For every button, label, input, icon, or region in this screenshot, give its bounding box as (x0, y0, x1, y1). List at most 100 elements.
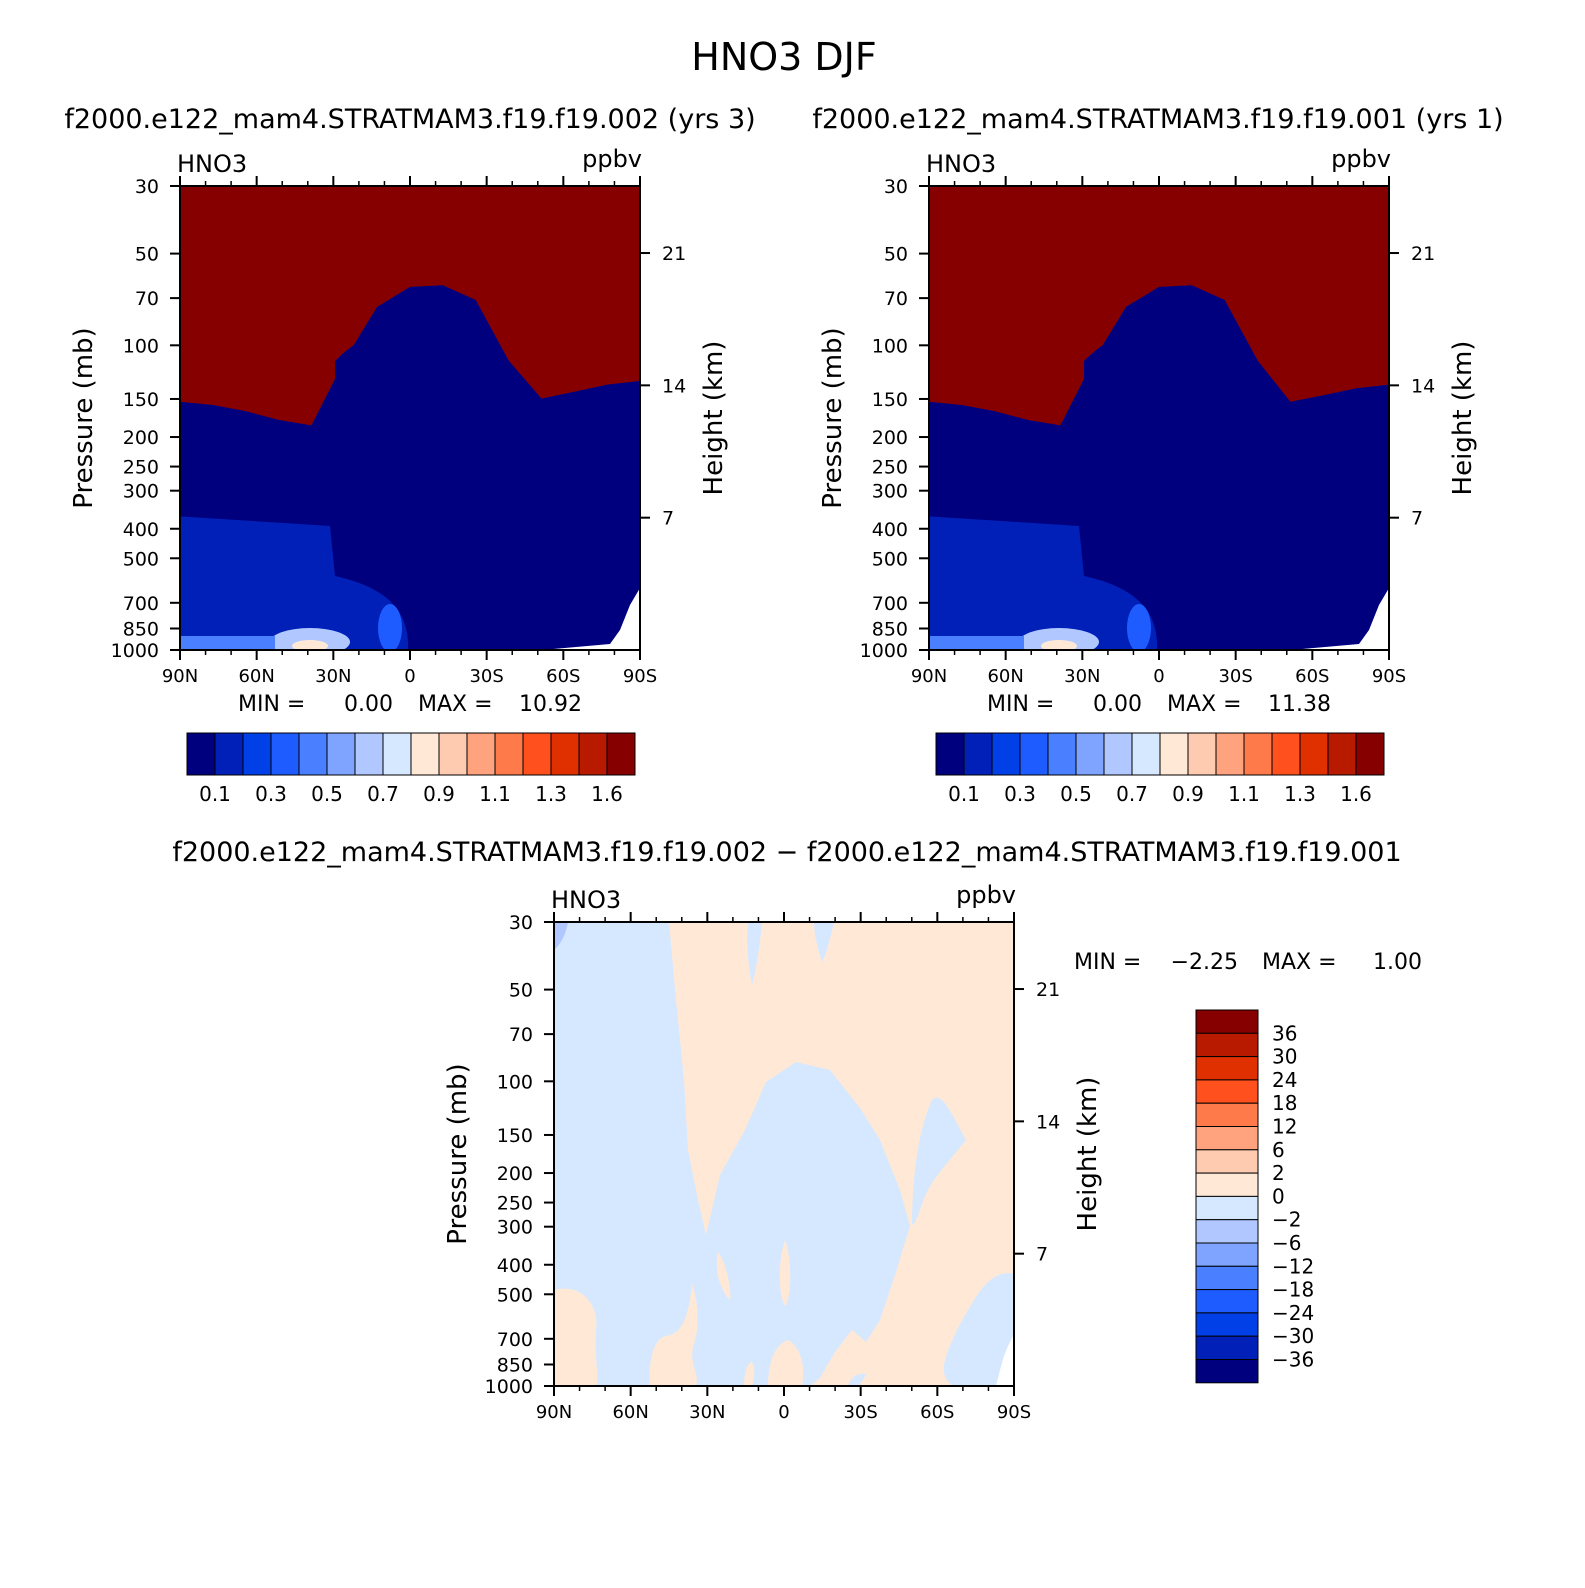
y-tick-label: 700 (872, 593, 908, 615)
colorbar-label: 24 (1272, 1068, 1297, 1092)
colorbar-box (1195, 1242, 1259, 1267)
colorbar-label: −12 (1272, 1254, 1314, 1278)
colorbar-box (1195, 1126, 1259, 1151)
y-tick-label: 400 (497, 1255, 533, 1277)
y-tick-label: 150 (497, 1125, 533, 1147)
colorbar-label: 0.3 (255, 782, 287, 806)
negative-region (912, 1097, 966, 1225)
colorbar-box (1355, 732, 1385, 776)
y-tick-label: 850 (872, 618, 908, 640)
y-axis-title: Pressure (mb) (69, 327, 99, 508)
contour-bands (929, 285, 1389, 650)
positive-region (744, 1362, 755, 1386)
colorbar-box (1195, 1195, 1259, 1221)
colorbar-box (606, 732, 636, 776)
max-label: MAX = (418, 692, 493, 717)
negative-region (943, 1273, 1014, 1386)
colorbar-label: 0 (1272, 1184, 1285, 1208)
y-tick-label: 30 (884, 176, 908, 198)
colorbar-label: 0.9 (423, 782, 455, 806)
x-tick-label: 90S (997, 1402, 1031, 1423)
colorbar-box (1195, 1265, 1259, 1291)
min-label: MIN = (1074, 950, 1141, 975)
y-tick-label: 250 (123, 457, 159, 479)
y2-tick-label: 7 (1036, 1244, 1048, 1266)
colorbar-box (1215, 732, 1245, 776)
y-tick-label: 300 (497, 1217, 533, 1239)
y2-tick-label: 21 (1036, 979, 1060, 1001)
y-tick-label: 500 (497, 1284, 533, 1306)
colorbar-label: 1.6 (591, 782, 623, 806)
y2-tick-label: 21 (1411, 243, 1435, 265)
colorbar-label: 0.1 (948, 782, 980, 806)
panel-title: f2000.e122_mam4.STRATMAM3.f19.f19.002 − … (172, 837, 1401, 868)
positive-region (716, 1252, 731, 1300)
colorbar-box (578, 732, 608, 776)
min-label: MIN = (238, 692, 305, 717)
x-tick-label: 90N (911, 666, 947, 687)
colorbar-box (270, 732, 300, 776)
y-tick-label: 250 (497, 1193, 533, 1215)
colorbar-label: −2 (1272, 1208, 1301, 1232)
y-tick-label: 500 (872, 548, 908, 570)
min-value: −2.25 (1171, 950, 1238, 975)
y-tick-label: 70 (509, 1024, 533, 1046)
variable-label: HNO3 (926, 150, 996, 178)
contour-bands (180, 285, 640, 650)
y-tick-label: 30 (509, 912, 533, 934)
y2-axis-title: Height (km) (1073, 1077, 1103, 1232)
x-tick-label: 30N (689, 1402, 725, 1423)
panel-model-002: f2000.e122_mam4.STRATMAM3.f19.f19.002 (y… (64, 104, 755, 806)
negative-region (747, 922, 762, 985)
x-tick-label: 90S (623, 666, 657, 687)
colorbar-label: 12 (1272, 1115, 1297, 1139)
x-tick-label: 30S (843, 1402, 877, 1423)
panel-model-001: f2000.e122_mam4.STRATMAM3.f19.f19.001 (y… (812, 104, 1503, 806)
colorbar-box (326, 732, 356, 776)
min-value: 0.00 (344, 692, 393, 717)
colorbar-box (1271, 732, 1301, 776)
y-tick-label: 200 (872, 427, 908, 449)
colorbar-box (1075, 732, 1105, 776)
x-tick-label: 30N (1064, 666, 1100, 687)
x-tick-label: 0 (778, 1402, 789, 1423)
y-tick-label: 50 (509, 980, 533, 1002)
y2-tick-label: 7 (662, 508, 674, 530)
y-tick-label: 50 (135, 244, 159, 266)
x-tick-label: 60S (546, 666, 580, 687)
x-tick-label: 60N (238, 666, 274, 687)
y-tick-label: 150 (123, 389, 159, 411)
colorbar-box (1019, 732, 1049, 776)
colorbar-box (242, 732, 272, 776)
colorbar-label: 18 (1272, 1091, 1297, 1115)
contour-field (180, 186, 640, 650)
panel-difference: f2000.e122_mam4.STRATMAM3.f19.f19.002 − … (172, 837, 1422, 1423)
colorbar-box (1195, 1289, 1259, 1314)
y-tick-label: 700 (497, 1329, 533, 1351)
x-tick-label: 60N (612, 1402, 648, 1423)
colorbar-box (935, 732, 965, 776)
panel-title: f2000.e122_mam4.STRATMAM3.f19.f19.001 (y… (812, 104, 1503, 135)
y-tick-label: 70 (884, 288, 908, 310)
negative-region (848, 1373, 866, 1386)
colorbar-box (186, 732, 216, 776)
surface-band (929, 636, 1024, 650)
colorbar-box (1195, 1312, 1259, 1337)
colorbar-label: 36 (1272, 1021, 1297, 1045)
colorbar-box (1195, 1149, 1259, 1174)
colorbar-box (1195, 1172, 1259, 1197)
colorbar-box (1195, 1102, 1259, 1127)
y-tick-label: 300 (123, 481, 159, 503)
negative-region (554, 922, 910, 1386)
colorbar-box (1131, 732, 1161, 776)
colorbar-box (438, 732, 468, 776)
x-tick-label: 60S (920, 1402, 954, 1423)
colorbar-label: 1.3 (535, 782, 567, 806)
min-label: MIN = (987, 692, 1054, 717)
y-tick-label: 50 (884, 244, 908, 266)
x-tick-label: 90S (1372, 666, 1406, 687)
y2-axis-title: Height (km) (1448, 341, 1478, 496)
